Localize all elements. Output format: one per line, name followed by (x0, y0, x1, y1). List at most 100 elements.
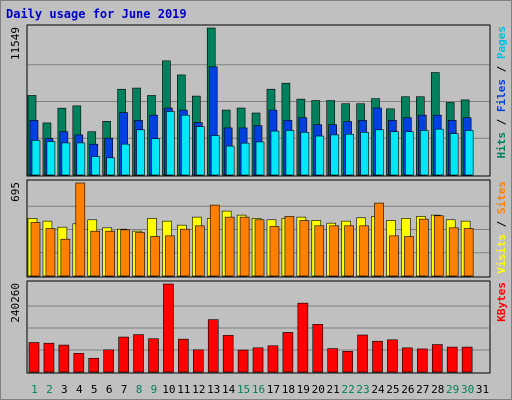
bar-sites-day-17 (269, 226, 280, 277)
bar-kbytes-day-11 (178, 338, 189, 373)
panel-middle: 695 Visits / Sites (9, 179, 508, 278)
bar-pages-day-16 (255, 141, 265, 176)
bar-sites-day-5 (90, 230, 101, 277)
bar-sites-day-25 (389, 235, 399, 277)
bar-sites-day-23 (359, 225, 369, 277)
x-tick-label: 28 (431, 383, 444, 396)
bar-pages-day-8 (136, 129, 145, 176)
bar-pages-day-5 (91, 156, 101, 176)
bar-pages-day-27 (420, 130, 429, 176)
bar-sites-day-6 (105, 230, 115, 277)
bar-pages-day-17 (270, 130, 280, 176)
bar-sites-day-24 (374, 202, 384, 277)
bar-sites-day-27 (419, 218, 429, 277)
bar-sites-day-15 (239, 216, 250, 277)
x-tick-label: 1 (31, 383, 38, 396)
x-tick-label: 8 (136, 383, 143, 396)
bar-pages-day-9 (151, 138, 160, 176)
x-tick-label: 4 (76, 383, 83, 396)
x-tick-label: 9 (151, 383, 158, 396)
legend-pages: Pages (495, 26, 508, 59)
bar-kbytes-day-2 (43, 342, 55, 373)
bar-kbytes-day-3 (58, 344, 70, 373)
panel-middle-max-label: 695 (9, 182, 22, 202)
bar-pages-day-12 (195, 126, 205, 176)
legend-separator: / (495, 59, 508, 79)
legend-separator: / (495, 112, 508, 132)
bar-pages-day-18 (285, 130, 295, 176)
x-tick-label: 31 (476, 383, 489, 396)
x-tick-label: 6 (106, 383, 113, 396)
x-tick-label: 27 (416, 383, 429, 396)
bar-sites-day-29 (448, 227, 459, 277)
bar-kbytes-day-5 (88, 357, 100, 373)
bar-sites-day-1 (30, 222, 41, 277)
bar-kbytes-day-9 (148, 338, 159, 373)
bar-pages-day-7 (121, 143, 130, 176)
bar-kbytes-day-8 (133, 334, 144, 373)
x-tick-label: 21 (327, 383, 340, 396)
bar-pages-day-3 (61, 142, 71, 176)
bar-kbytes-day-26 (402, 347, 413, 373)
x-tick-label: 7 (121, 383, 128, 396)
bar-pages-day-24 (375, 129, 384, 176)
x-tick-label: 30 (461, 383, 474, 396)
bar-kbytes-day-4 (73, 353, 85, 373)
x-tick-label: 22 (341, 383, 354, 396)
legend-kbytes: KBytes (495, 282, 508, 322)
bar-pages-day-4 (76, 142, 86, 176)
bar-kbytes-day-15 (237, 349, 249, 373)
panel-bottom: 240260 KBytes (9, 280, 508, 374)
bar-kbytes-day-21 (327, 348, 339, 373)
x-tick-label: 15 (237, 383, 250, 396)
bar-sites-day-12 (194, 225, 205, 277)
bar-sites-day-2 (45, 228, 56, 277)
x-tick-label: 17 (267, 383, 280, 396)
legend-separator: / (495, 214, 508, 234)
legend-sites: Sites (495, 181, 508, 214)
bar-pages-day-13 (210, 135, 220, 176)
bar-sites-day-22 (344, 225, 354, 277)
bar-kbytes-day-7 (118, 336, 129, 373)
bar-kbytes-day-24 (372, 340, 383, 373)
bar-kbytes-day-29 (446, 346, 458, 373)
bar-pages-day-1 (31, 140, 41, 176)
x-tick-label: 13 (207, 383, 220, 396)
x-tick-label: 23 (356, 383, 369, 396)
bar-kbytes-day-1 (28, 342, 40, 373)
bar-sites-day-4 (75, 182, 86, 277)
bar-sites-day-8 (135, 232, 145, 277)
chart-panels: 11549 Hits / Files / Pages 695 Visits / Sit… (9, 24, 508, 374)
bar-pages-day-20 (315, 135, 325, 176)
bar-kbytes-day-12 (192, 349, 204, 373)
bar-sites-day-16 (254, 219, 265, 277)
bar-sites-day-13 (209, 204, 220, 277)
panel-top: 11549 Hits / Files / Pages (9, 24, 508, 177)
bar-kbytes-day-18 (282, 332, 294, 373)
bar-pages-day-10 (166, 111, 175, 176)
x-tick-label: 20 (312, 383, 325, 396)
x-tick-label: 2 (46, 383, 53, 396)
bar-kbytes-day-28 (431, 344, 443, 373)
x-tick-label: 3 (61, 383, 68, 396)
chart-title: Daily usage for June 2019 (6, 7, 187, 21)
bar-kbytes-day-10 (163, 283, 174, 373)
bar-pages-day-25 (390, 131, 399, 176)
bar-kbytes-day-25 (387, 339, 398, 373)
panel-top-legend: Hits / Files / Pages (495, 26, 508, 159)
bar-pages-day-23 (360, 132, 369, 176)
x-tick-label: 19 (297, 383, 310, 396)
bar-sites-day-14 (224, 216, 235, 277)
panel-bottom-legend: KBytes (495, 282, 508, 322)
bar-sites-day-9 (150, 236, 160, 277)
bar-kbytes-day-6 (103, 349, 114, 373)
bar-pages-day-15 (240, 142, 250, 176)
legend-hits: Hits (495, 132, 508, 159)
bar-sites-day-10 (165, 235, 175, 277)
x-tick-label: 10 (162, 383, 175, 396)
bar-kbytes-day-14 (222, 335, 234, 373)
x-tick-label: 16 (252, 383, 265, 396)
bar-sites-day-3 (60, 238, 71, 277)
bar-sites-day-7 (120, 229, 130, 277)
bar-sites-day-21 (329, 225, 340, 277)
